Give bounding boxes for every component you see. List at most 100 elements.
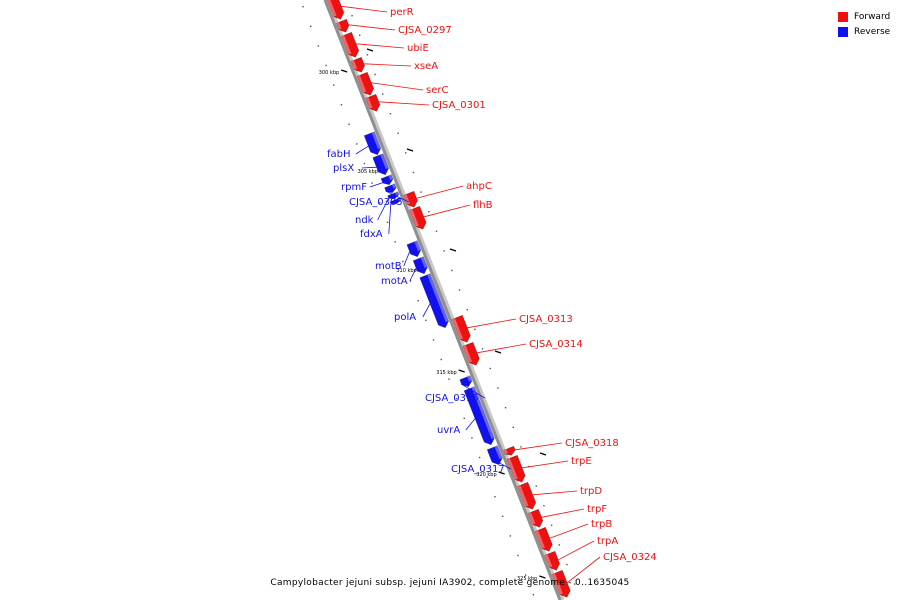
leader-line (388, 203, 392, 235)
minor-tick-left (463, 417, 465, 419)
gene-cjsa-0318[interactable] (503, 445, 516, 456)
gene-pola[interactable] (419, 273, 449, 329)
leader-line (355, 145, 369, 155)
minor-tick-right (405, 152, 407, 154)
minor-tick-left (455, 398, 458, 400)
leader-line (467, 318, 517, 329)
gene-cjsa-0314[interactable] (462, 341, 480, 366)
gene-name: CJSA_0314 (529, 339, 583, 350)
gene-cjsa-0297[interactable] (335, 18, 350, 33)
minor-tick-right (558, 544, 561, 546)
minor-tick-right (520, 446, 522, 448)
gene-name: ndk (355, 215, 374, 226)
reverse-swatch (838, 26, 848, 37)
minor-tick-right (566, 563, 568, 566)
leader-line (403, 251, 410, 267)
gene-cjsa-0317[interactable] (486, 445, 503, 466)
gene-fabh[interactable] (363, 131, 382, 156)
gene-name: uvrA (437, 425, 460, 436)
minor-tick-right (428, 211, 430, 213)
gene-trpa[interactable] (544, 550, 561, 571)
gene-flhb[interactable] (409, 205, 427, 230)
gene-motb[interactable] (406, 240, 422, 258)
gene-label-flhb: flhB (423, 200, 493, 218)
gene-name: ahpC (466, 181, 492, 192)
leader-line (423, 204, 471, 218)
tick-mark (458, 369, 465, 373)
gene-name: CJSA_0297 (398, 25, 452, 36)
gene-name: polA (394, 312, 416, 323)
gene-name: xseA (414, 61, 438, 72)
leader-line (385, 190, 409, 203)
gene-name: CJSA_0318 (565, 438, 619, 449)
gene-label-cjsa-0305: CJSA_0305 (349, 190, 409, 208)
minor-tick-left (517, 554, 519, 557)
minor-tick-left (425, 319, 427, 321)
gene-name: serC (426, 85, 448, 96)
minor-tick-left (448, 378, 450, 380)
gene-fdxa[interactable] (389, 197, 402, 205)
gene-plsx[interactable] (372, 153, 390, 176)
leader-line (356, 43, 405, 49)
gene-xsea[interactable] (350, 56, 366, 73)
gene-label-mota: motA (381, 268, 417, 287)
gene-label-serc: serC (371, 82, 448, 96)
gene-name: flhB (473, 200, 493, 211)
minor-tick-right (458, 289, 461, 291)
leader-line (465, 418, 476, 431)
gene-name: fabH (327, 149, 351, 160)
gene-label-fabh: fabH (327, 145, 369, 160)
gene-name: motB (375, 261, 402, 272)
gene-trpf[interactable] (527, 508, 544, 528)
minor-tick-left (348, 123, 350, 125)
minor-tick-left (325, 64, 327, 67)
minor-tick-left (379, 202, 381, 204)
gene-cjsa-0313[interactable] (451, 314, 471, 343)
gene-label-pola: polA (394, 303, 431, 323)
gene-trpb[interactable] (534, 526, 553, 552)
tick-label: 325 kbp (517, 576, 537, 582)
gene-mota[interactable] (412, 256, 428, 275)
gene-features (326, 0, 571, 598)
leader-line (378, 101, 430, 106)
minor-tick-left (478, 456, 481, 459)
leader-line (549, 523, 589, 539)
minor-tick-right (389, 113, 392, 115)
gene-rpmf[interactable] (380, 174, 394, 186)
gene-serc[interactable] (356, 71, 375, 96)
minor-tick-right (451, 269, 453, 272)
leader-line (461, 383, 486, 399)
gene-name: CJSA_0317 (451, 464, 505, 475)
leader-line (522, 460, 569, 469)
minor-tick-left (371, 182, 373, 184)
gene-label-cjsa-0313: CJSA_0313 (467, 314, 573, 329)
tick-label: 310 kbp (396, 268, 416, 274)
minor-tick-right (374, 73, 376, 76)
gene-uvra[interactable] (463, 386, 495, 446)
backbone-line (323, 0, 562, 600)
gene-label-ubie: ubiE (356, 43, 429, 54)
leader-line (371, 82, 424, 91)
gene-cjsa-0305[interactable] (384, 183, 397, 194)
gene-ubie[interactable] (341, 31, 360, 58)
gene-trpd[interactable] (517, 481, 537, 510)
leader-line (558, 540, 595, 561)
gene-cjsa-0315[interactable] (459, 375, 473, 388)
tick-mark (341, 69, 348, 73)
minor-tick-right (543, 505, 545, 507)
gene-name: trpD (580, 486, 602, 497)
minor-tick-right (443, 250, 445, 252)
gene-cjsa-0324[interactable] (551, 569, 571, 598)
gene-ndk[interactable] (387, 191, 400, 200)
gene-label-trpf: trpF (541, 504, 607, 518)
gene-cjsa-0301[interactable] (365, 93, 381, 112)
gene-label-rpmf: rpmF (341, 182, 383, 193)
gene-labels: perR CJSA_0297 ubiE xseA serC CJSA_0301 fabH pl… (327, 5, 657, 584)
gene-name: trpE (571, 456, 592, 467)
tick-dash (494, 350, 502, 354)
gene-trpe[interactable] (506, 454, 526, 483)
minor-tick-right (504, 407, 507, 409)
gene-label-trpe: trpE (522, 456, 592, 469)
minor-tick-right (489, 367, 491, 370)
gene-perr[interactable] (326, 0, 345, 20)
